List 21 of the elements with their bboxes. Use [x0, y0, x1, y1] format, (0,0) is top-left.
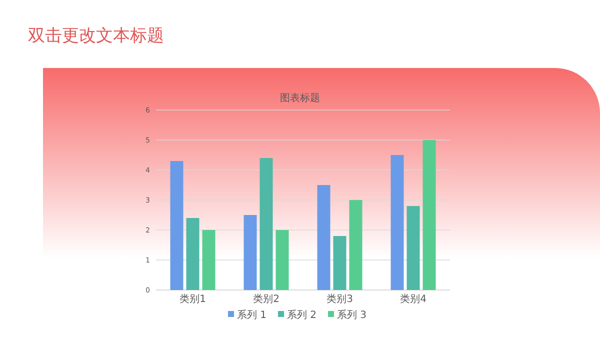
bar [186, 218, 200, 290]
bar [170, 161, 184, 290]
bar [406, 206, 420, 290]
legend-label: 系列 2 [287, 309, 317, 321]
x-tick-label: 类别4 [400, 293, 426, 305]
bar [202, 230, 216, 290]
chart-subtitle: 图表标题 [280, 92, 320, 104]
bar [244, 215, 257, 290]
bar [390, 155, 404, 290]
legend-label: 系列 1 [237, 309, 267, 321]
bar [422, 140, 436, 290]
bar [260, 158, 273, 290]
x-tick-label: 类别2 [253, 293, 280, 305]
x-tick-label: 类别3 [326, 293, 353, 305]
chart-title: 双击更改文本标题 [28, 26, 164, 46]
bar [317, 185, 330, 290]
bar [333, 236, 346, 290]
bar [349, 200, 362, 290]
x-tick-label: 类别1 [180, 293, 206, 305]
bar [276, 230, 289, 290]
legend-label: 系列 3 [337, 309, 367, 321]
